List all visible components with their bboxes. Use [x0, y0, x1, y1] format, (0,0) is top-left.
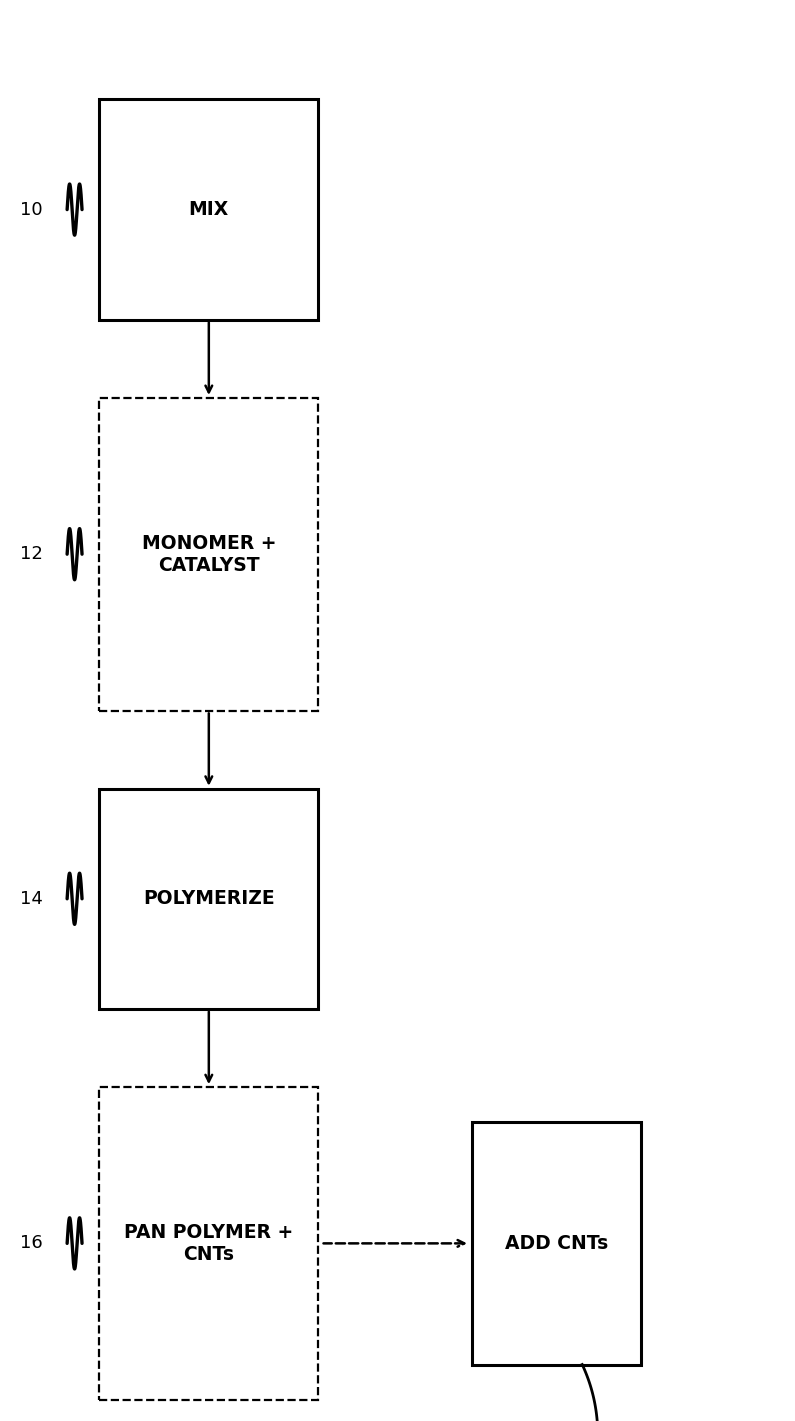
Text: 16: 16	[20, 1235, 43, 1252]
Bar	[472, 1123, 641, 1364]
Text: 10: 10	[20, 200, 42, 219]
Text: PAN POLYMER +
CNTs: PAN POLYMER + CNTs	[124, 1223, 293, 1263]
Text: ADD CNTs: ADD CNTs	[505, 1233, 608, 1253]
Text: MONOMER +
CATALYST: MONOMER + CATALYST	[142, 534, 276, 574]
Bar	[99, 789, 318, 1009]
Text: MIX: MIX	[188, 200, 229, 219]
Bar	[99, 398, 318, 710]
Bar	[99, 99, 318, 320]
Text: POLYMERIZE: POLYMERIZE	[143, 890, 274, 908]
Text: 14: 14	[20, 890, 43, 908]
Bar	[99, 1087, 318, 1400]
Text: 12: 12	[20, 546, 43, 563]
